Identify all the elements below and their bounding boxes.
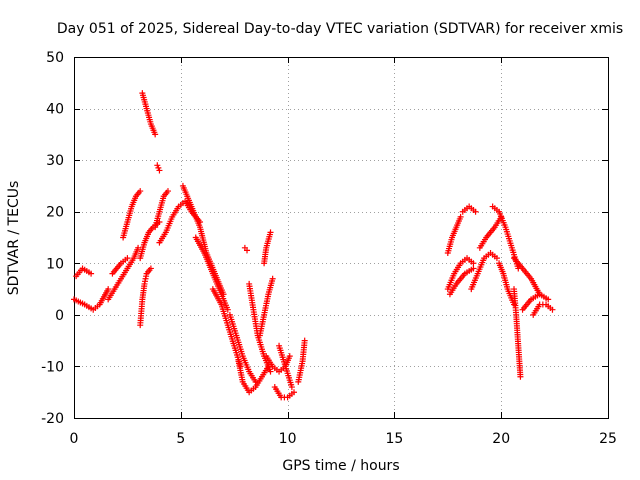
tick-label-layer: 0 5 10 15 20 25 -20 -10 0 10 20 30 40 50 xyxy=(41,50,617,447)
data-arc xyxy=(137,219,163,262)
data-arc xyxy=(192,234,231,313)
data-arc xyxy=(154,162,163,174)
y-tick-label: 10 xyxy=(46,256,64,272)
data-arc xyxy=(241,244,251,254)
data-point xyxy=(545,296,552,303)
data-arc xyxy=(476,213,505,251)
data-arc xyxy=(444,213,464,256)
data-point xyxy=(470,260,477,267)
y-tick-label: 50 xyxy=(46,50,64,66)
data-point xyxy=(472,208,479,215)
data-arc xyxy=(444,255,477,293)
data-arc xyxy=(511,286,524,380)
data-arc xyxy=(235,358,272,396)
x-axis-label: GPS time / hours xyxy=(282,458,399,474)
data-point xyxy=(152,131,159,138)
data-point xyxy=(137,188,144,195)
data-arc xyxy=(261,229,274,267)
grid-layer xyxy=(74,57,608,418)
data-arc xyxy=(276,342,295,391)
data-arc xyxy=(120,188,144,241)
data-point xyxy=(549,306,556,313)
data-arc xyxy=(152,188,171,231)
data-point xyxy=(244,247,251,254)
y-tick-label: 40 xyxy=(46,102,64,118)
data-point xyxy=(147,265,154,272)
data-arc xyxy=(519,291,552,313)
data-point xyxy=(156,167,163,174)
data-point xyxy=(286,353,293,360)
data-arc xyxy=(73,265,95,280)
data-arc xyxy=(446,265,477,298)
x-tick-label: 25 xyxy=(599,431,617,447)
data-arc xyxy=(530,301,556,318)
data-point xyxy=(267,229,274,236)
data-arc xyxy=(139,90,159,138)
y-tick-label: 30 xyxy=(46,153,64,169)
chart-title: Day 051 of 2025, Sidereal Day-to-day VTE… xyxy=(57,21,623,37)
data-point xyxy=(124,255,131,262)
data-arc xyxy=(496,260,518,308)
data-point xyxy=(470,265,477,272)
data-arc xyxy=(105,244,142,303)
data-arc xyxy=(256,275,276,339)
data-arc xyxy=(71,286,112,313)
data-point xyxy=(267,368,274,375)
data-point xyxy=(164,188,171,195)
data-point xyxy=(269,275,276,282)
data-arc xyxy=(271,384,298,401)
data-point xyxy=(457,213,464,220)
y-tick-label: -20 xyxy=(41,411,64,427)
data-point xyxy=(301,337,308,344)
marker-layer xyxy=(71,90,556,401)
plot-frame xyxy=(74,57,609,419)
x-tick-label: 0 xyxy=(70,431,79,447)
data-point xyxy=(291,389,298,396)
data-point xyxy=(135,244,142,251)
tick-layer xyxy=(74,57,609,419)
data-arc xyxy=(137,265,154,329)
y-tick-label: 20 xyxy=(46,205,64,221)
data-point xyxy=(517,373,524,380)
data-point xyxy=(288,384,295,391)
data-point xyxy=(105,286,112,293)
data-arc xyxy=(459,203,479,215)
data-arc xyxy=(468,249,500,293)
y-tick-label: -10 xyxy=(41,359,64,375)
y-tick-label: 0 xyxy=(55,308,64,324)
data-point xyxy=(88,270,95,277)
x-tick-label: 20 xyxy=(492,431,510,447)
data-arc xyxy=(109,255,131,277)
data-arc xyxy=(295,337,308,385)
y-axis-label: SDTVAR / TECUs xyxy=(6,181,22,296)
data-arc xyxy=(226,311,259,385)
x-tick-label: 15 xyxy=(385,431,403,447)
data-point xyxy=(493,255,500,262)
x-tick-label: 10 xyxy=(279,431,297,447)
x-tick-label: 5 xyxy=(176,431,185,447)
